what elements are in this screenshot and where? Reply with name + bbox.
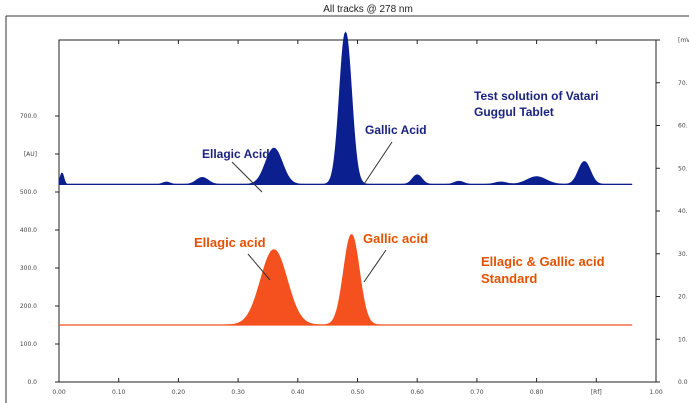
x-tick-label: 0.20: [172, 389, 186, 396]
y-tick-label: 100.0: [20, 341, 37, 348]
x-tick-label: 0.70: [470, 389, 484, 396]
ellagic-std-label: Ellagic acid: [194, 235, 266, 250]
x-tick-label: 0.80: [530, 389, 544, 396]
x-tick-label: 1.00: [649, 389, 663, 396]
right-y-tick-label: 0.0: [678, 379, 688, 386]
x-tick-label: 0.50: [351, 389, 365, 396]
right-y-tick-label: 60.: [678, 123, 688, 130]
y-tick-label: 500.0: [20, 189, 37, 196]
standard-chromatogram-area: [59, 234, 633, 326]
x-tick-label: 0.60: [411, 389, 425, 396]
chart-title: All tracks @ 278 nm: [323, 4, 413, 15]
x-tick-label: [Rf]: [591, 389, 602, 396]
ellagic-std-pointer: [247, 253, 271, 281]
right-y-tick-label: 40.: [678, 208, 688, 215]
series-layer: [58, 31, 633, 326]
gallic-test-pointer: [363, 141, 393, 185]
right-y-tick-label: [mV]: [678, 37, 689, 44]
gallic-std-pointer: [363, 249, 387, 283]
y-tick-label: 200.0: [20, 303, 37, 310]
x-tick-label: 0.40: [291, 389, 305, 396]
y-tick-label: [AU]: [24, 151, 37, 158]
gallic-std-label: Gallic acid: [363, 231, 428, 246]
y-tick-label: 400.0: [20, 227, 37, 234]
test-legend-line1: Test solution of Vatari: [474, 89, 598, 103]
ellagic-test-pointer: [231, 161, 263, 193]
y-tick-label: 300.0: [20, 265, 37, 272]
right-y-tick-label: 20.: [678, 294, 688, 301]
ellagic-test-label: Ellagic Acid: [202, 147, 270, 161]
gallic-test-label: Gallic Acid: [365, 123, 427, 137]
right-y-tick-label: 70.: [678, 80, 688, 87]
right-y-tick-label: 30.: [678, 251, 688, 258]
right-y-tick-label: 10.: [678, 336, 688, 343]
test-legend-line2: Guggul Tablet: [474, 105, 554, 119]
x-tick-label: 0.30: [231, 389, 245, 396]
std-legend-line1: Ellagic & Gallic acid: [481, 254, 605, 269]
tick-layer: 0.00 0.10 0.20 0.30 0.40 0.50 0.60 0.70 0.80 [Rf]…: [20, 37, 689, 396]
y-tick-label: 700.0: [20, 113, 37, 120]
x-tick-label: 0.00: [52, 389, 66, 396]
right-y-tick-label: 50.: [678, 165, 688, 172]
y-tick-label: 0.0: [27, 379, 37, 386]
x-tick-label: 0.10: [112, 389, 126, 396]
std-legend-line2: Standard: [481, 271, 537, 286]
